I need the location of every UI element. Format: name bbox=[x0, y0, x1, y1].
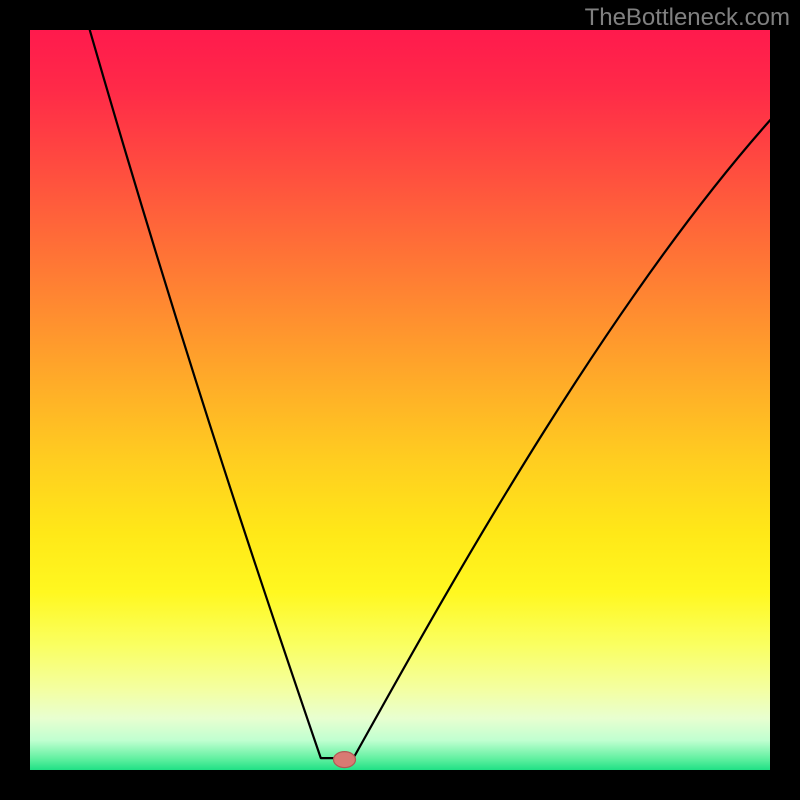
marker-dot bbox=[334, 752, 356, 768]
bottleneck-chart bbox=[0, 0, 800, 800]
plot-background bbox=[30, 30, 770, 770]
watermark-text: TheBottleneck.com bbox=[585, 4, 790, 32]
